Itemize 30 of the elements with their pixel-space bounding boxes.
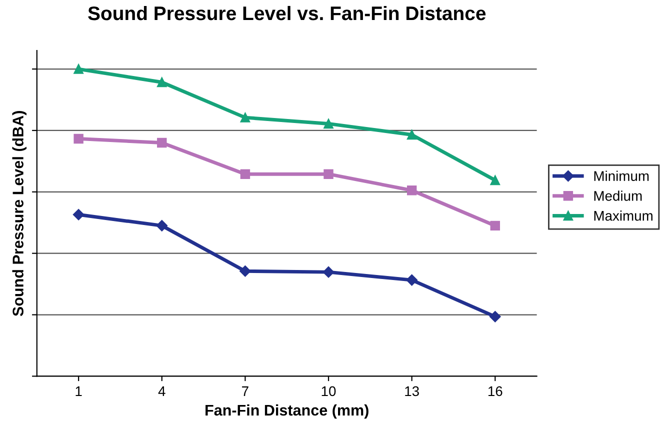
legend-label: Maximum	[594, 210, 652, 221]
point	[240, 112, 250, 122]
point	[240, 266, 251, 277]
point	[322, 266, 334, 278]
point	[324, 118, 334, 129]
point	[74, 134, 84, 144]
point	[490, 311, 501, 322]
point	[156, 220, 168, 232]
point	[157, 138, 167, 148]
point	[406, 274, 418, 286]
x-tick-label: 13	[405, 386, 419, 396]
point	[72, 209, 84, 220]
legend-label: Medium	[594, 190, 642, 201]
point	[240, 169, 250, 179]
legend-label: Minimum	[594, 170, 649, 181]
point	[157, 77, 167, 88]
x-tick-label: 4	[158, 386, 166, 396]
x-tick-label: 10	[322, 386, 336, 396]
x-tick-label: 1	[76, 386, 82, 396]
point	[74, 64, 84, 74]
chart-title: Sound Pressure Level vs. Fan-Fin Distance	[88, 6, 486, 20]
point	[490, 220, 500, 231]
x-tick-label: 16	[488, 386, 502, 396]
point	[406, 130, 417, 140]
x-axis-title: Fan-Fin Distance (mm)	[206, 404, 368, 419]
point	[490, 175, 500, 186]
point	[324, 169, 334, 179]
point	[406, 186, 417, 196]
x-tick-label: 7	[242, 386, 248, 396]
y-axis-title: Sound Pressure Level (dBA)	[12, 111, 26, 316]
